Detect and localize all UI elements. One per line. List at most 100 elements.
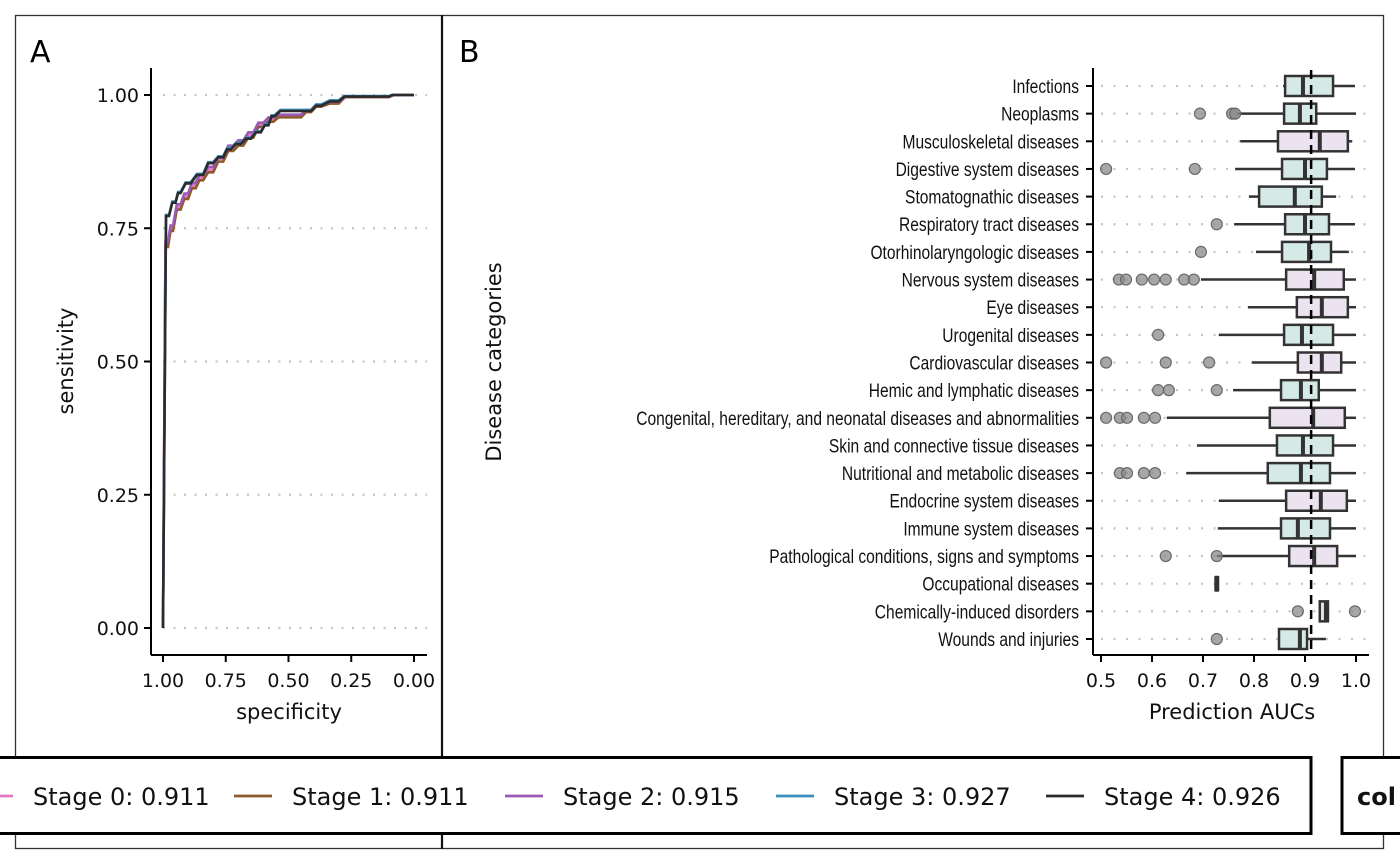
category-label: Pathological conditions, signs and sympt… [769,546,1079,568]
roc-y-tick-label: 0.75 [97,218,139,240]
legend-label-2: Stage 2: 0.915 [563,783,740,811]
boxplot-x-tick-label: 0.8 [1239,670,1269,692]
category-label: Neoplasms [1001,103,1079,125]
legend-label-1: Stage 1: 0.911 [292,783,469,811]
box-iqr [1283,74,1335,98]
boxplot-x-tick-label: 1.0 [1341,670,1371,692]
box-outlier [1137,467,1150,480]
boxplot-x-tick-label: 0.9 [1290,670,1320,692]
box-6 [1194,240,1349,264]
roc-curves [161,93,414,629]
category-label: Congenital, hereditary, and neonatal dis… [636,407,1079,429]
category-label: Respiratory tract diseases [899,214,1079,236]
box-iqr [1268,406,1347,430]
box-outlier [1137,411,1150,424]
category-label: Infections [1012,76,1079,98]
box-outlier [1187,273,1200,286]
box-outlier [1148,467,1162,480]
category-label: Wounds and injuries [938,629,1079,651]
box-outlier [1162,384,1175,397]
legend-label-4: Stage 4: 0.926 [1104,783,1281,811]
box-iqr [1282,323,1335,347]
roc-curve-4 [161,93,414,629]
box-outlier [1159,356,1172,369]
box-iqr [1283,213,1331,236]
box-16 [1217,517,1356,540]
category-label: Stomatognathic diseases [905,186,1079,208]
box-7 [1112,268,1356,291]
box-outlier [1159,273,1172,286]
box-iqr [1257,185,1324,208]
box-19 [1291,600,1362,623]
box-outlier [1348,605,1362,618]
legend-secondary-title: col [1357,783,1396,811]
box-3 [1099,157,1355,181]
auc-boxplot-panel: Infections Neoplasms Musculoskeletal disea… [482,68,1371,724]
box-11 [1152,378,1356,402]
category-labels: Infections Neoplasms Musculoskeletal disea… [636,76,1093,651]
roc-x-tick-label: 1.00 [142,670,184,692]
roc-y-tick-label: 0.25 [97,485,139,507]
boxplot-x-axis-title: Prediction AUCs [1149,700,1315,724]
roc-y-ticks: 0.00 0.25 0.50 0.75 1.00 [97,85,151,640]
roc-x-ticks: 1.00 0.75 0.50 0.25 0.00 [142,655,435,692]
box-outlier [1159,549,1172,563]
box-iqr [1275,434,1335,457]
box-15 [1218,489,1356,512]
category-label: Nutritional and metabolic diseases [842,463,1079,485]
box-outlier [1291,605,1304,618]
boxplot-y-axis-title: Disease categories [482,262,506,461]
box-outlier [1099,411,1113,424]
box-2 [1240,130,1352,153]
box-20 [1210,627,1326,651]
box-10 [1099,351,1356,374]
category-label: Digestive system diseases [896,158,1080,180]
roc-x-tick-label: 0.00 [393,670,435,692]
category-label: Nervous system diseases [902,269,1080,291]
box-12 [1099,406,1356,430]
boxplot-boxes [1099,74,1362,651]
roc-y-tick-label: 1.00 [97,85,139,107]
box-outlier [1148,411,1162,424]
category-label: Musculoskeletal diseases [902,131,1079,153]
box-iqr [1276,130,1350,153]
box-outlier [1120,411,1134,424]
boxplot-x-ticks: 0.5 0.6 0.7 0.8 0.9 1.0 [1086,655,1371,692]
box-outlier [1099,162,1113,176]
box-outlier [1147,273,1161,286]
box-17 [1159,544,1356,568]
roc-x-axis-title: specificity [236,700,342,724]
box-8 [1247,295,1356,319]
box-iqr [1279,517,1332,540]
box-18 [1214,575,1220,592]
box-13 [1196,434,1356,457]
box-iqr [1277,627,1309,651]
category-label: Otorhinolaryngologic diseases [870,241,1079,263]
legend-label-0: Stage 0: 0.911 [33,783,210,811]
box-iqr [1318,600,1330,623]
roc-y-tick-label: 0.00 [97,618,139,640]
boxplot-x-tick-label: 0.7 [1188,670,1218,692]
category-label: Immune system diseases [903,518,1079,540]
legend-box [0,756,1313,835]
box-outlier [1188,162,1201,176]
legend-box-secondary [1340,756,1400,835]
category-label: Urogenital diseases [942,324,1079,346]
legend-label-3: Stage 3: 0.927 [834,783,1011,811]
box-4 [1248,185,1337,208]
panel-a-tag: A [30,35,51,70]
box-outlier [1229,107,1242,120]
box-outlier [1099,356,1113,369]
box-outlier [1152,384,1165,397]
roc-panel: 0.00 0.25 0.50 0.75 1.00 1.00 0.75 0.50 0.25 0.0… [54,68,435,724]
box-0 [1283,74,1355,98]
box-outlier [1210,218,1223,231]
category-label: Endocrine system diseases [890,490,1080,512]
box-outlier [1193,107,1207,120]
category-label: Hemic and lymphatic diseases [869,380,1080,402]
box-iqr [1280,240,1333,264]
category-label: Occupational diseases [922,573,1079,595]
roc-x-tick-label: 0.50 [267,670,309,692]
box-outlier [1203,356,1216,369]
